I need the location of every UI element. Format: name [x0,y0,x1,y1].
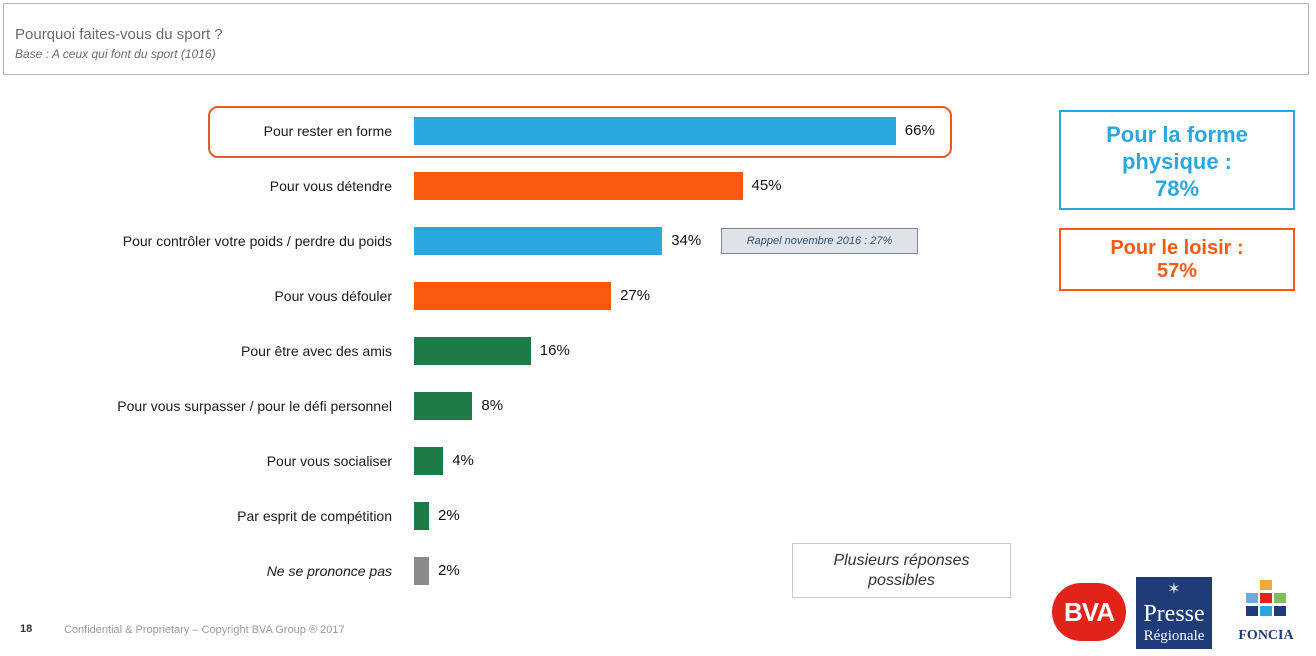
summary-box-loisir: Pour le loisir : 57% [1059,228,1295,291]
value-label: 16% [539,342,570,359]
value-label: 34% [671,232,702,249]
page-number: 18 [20,623,33,635]
value-label: 27% [620,287,651,304]
star-icon: ✶ [1167,581,1181,598]
bar [414,557,429,585]
copyright-text: Confidential & Proprietary – Copyright B… [64,624,345,636]
summary-forme-line-3: 78% [1154,176,1200,201]
category-label: Pour être avec des amis [241,343,392,359]
bar [414,227,663,255]
rappel-annotation: Rappel novembre 2016 : 27% [721,228,918,254]
house-blocks-icon [1244,580,1288,620]
value-label: 45% [751,177,782,194]
note-line-1: Plusieurs réponses [833,552,970,569]
category-label: Ne se prononce pas [266,563,392,579]
value-label: 2% [438,562,460,579]
value-label: 2% [438,507,460,524]
foncia-logo: FONCIA [1232,580,1300,648]
value-label: 4% [452,452,474,469]
highlight-frame [208,106,952,158]
summary-loisir-line-1: Pour le loisir : [1110,237,1244,259]
bar [414,447,444,475]
category-label: Pour contrôler votre poids / perdre du p… [122,233,392,249]
summary-box-forme: Pour la forme physique : 78% [1059,110,1295,210]
presse-logo-line-2: Régionale [1143,628,1205,644]
note-line-2: possibles [868,572,935,589]
category-label: Pour vous défouler [274,288,392,304]
category-label: Pour rester en forme [263,123,392,139]
value-label: 8% [481,397,504,414]
presse-regionale-logo: ✶ Presse Régionale [1136,577,1212,649]
presse-logo-line-1: Presse [1143,601,1205,627]
value-label: 66% [904,122,935,139]
question-title: Pourquoi faites-vous du sport ? [15,26,223,43]
category-label: Pour vous surpasser / pour le défi perso… [117,398,392,414]
category-label: Pour vous socialiser [266,453,392,469]
question-header: Pourquoi faites-vous du sport ? Base : A… [3,3,1309,75]
foncia-wordmark: FONCIA [1238,628,1294,643]
category-label: Par esprit de compétition [237,508,392,524]
bar [414,172,743,200]
bar [414,392,473,420]
summary-forme-line-2: physique : [1121,149,1232,174]
summary-loisir-line-2: 57% [1156,260,1198,282]
summary-forme-line-1: Pour la forme [1106,122,1248,147]
bar [414,337,531,365]
multiple-answers-note: Plusieurs réponses possibles [792,543,1011,598]
bva-logo: BVA [1052,583,1126,641]
bar [414,117,896,145]
category-label: Pour vous détendre [269,178,392,194]
question-base: Base : A ceux qui font du sport (1016) [15,47,216,61]
bar [414,282,612,310]
bar [414,502,429,530]
